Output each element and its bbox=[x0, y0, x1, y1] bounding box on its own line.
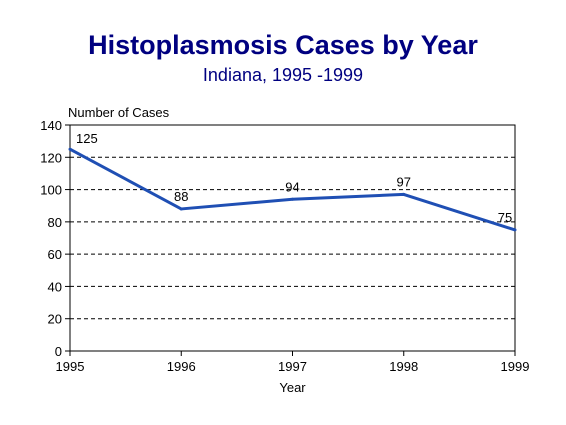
series-group bbox=[68, 147, 517, 232]
y-tick-label: 100 bbox=[40, 183, 62, 198]
data-label: 97 bbox=[397, 174, 411, 189]
chart-subtitle: Indiana, 1995 -1999 bbox=[202, 65, 364, 85]
data-point bbox=[179, 207, 183, 211]
data-label: 94 bbox=[285, 179, 299, 194]
x-tick-label: 1995 bbox=[56, 359, 85, 374]
x-axis-label: Year bbox=[279, 380, 306, 395]
x-tick-label: 1998 bbox=[389, 359, 418, 374]
y-tick-label: 40 bbox=[48, 279, 62, 294]
y-tick-label: 140 bbox=[40, 118, 62, 133]
data-label: 125 bbox=[76, 131, 98, 146]
y-axis: 0 20 40 60 80 100 120 140 bbox=[40, 118, 70, 359]
y-tick-label: 20 bbox=[48, 312, 62, 327]
data-point bbox=[402, 192, 406, 196]
y-tick-label: 60 bbox=[48, 247, 62, 262]
chart-title: Histoplasmosis Cases by Year bbox=[88, 30, 478, 60]
data-labels: 125 88 94 97 75 bbox=[76, 131, 512, 225]
y-axis-label: Number of Cases bbox=[68, 105, 170, 120]
y-tick-label: 0 bbox=[55, 344, 62, 359]
data-point bbox=[68, 147, 72, 151]
data-point bbox=[513, 228, 517, 232]
data-label: 75 bbox=[498, 210, 512, 225]
y-tick-label: 80 bbox=[48, 215, 62, 230]
data-label: 88 bbox=[174, 189, 188, 204]
x-axis: 1995 1996 1997 1998 1999 bbox=[56, 351, 530, 374]
x-tick-label: 1999 bbox=[501, 359, 530, 374]
plot-area bbox=[69, 124, 516, 352]
x-tick-label: 1996 bbox=[167, 359, 196, 374]
y-tick-label: 120 bbox=[40, 150, 62, 165]
data-point bbox=[291, 197, 294, 201]
x-tick-label: 1997 bbox=[278, 359, 307, 374]
